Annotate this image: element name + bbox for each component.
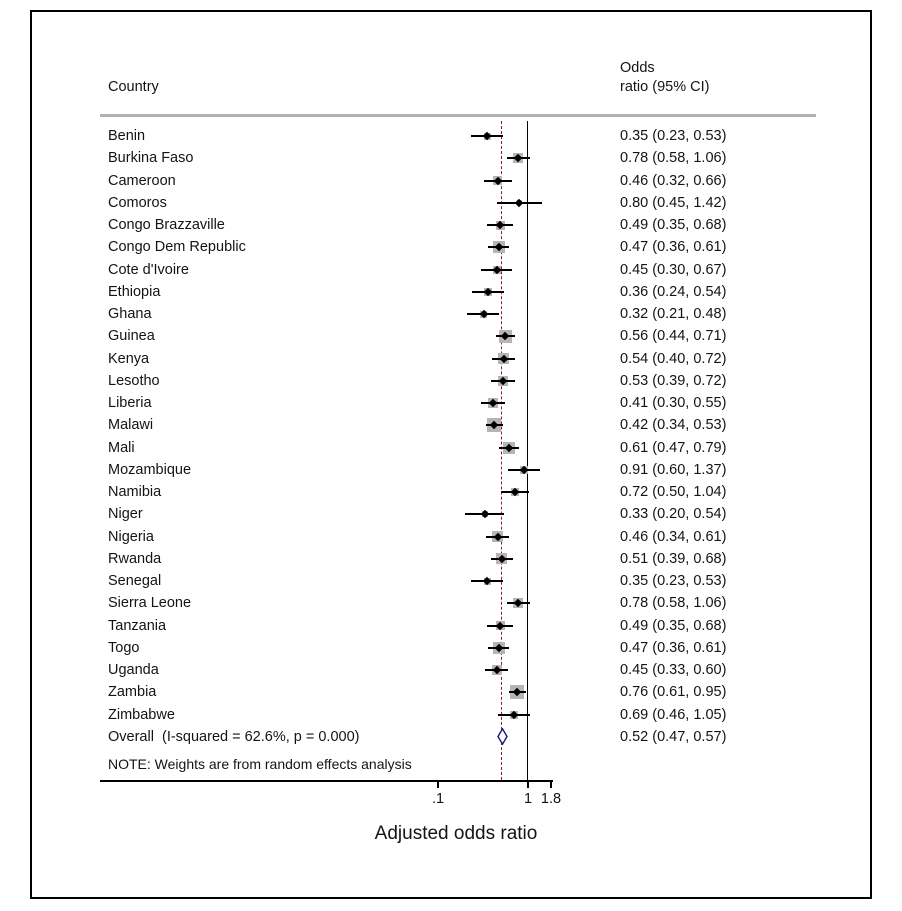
or-ci-text: 0.36 (0.24, 0.54) (620, 283, 727, 300)
x-axis-tick-label: 1 (523, 791, 533, 807)
country-label: Zimbabwe (108, 706, 175, 723)
country-label: Mali (108, 439, 135, 456)
x-axis-title: Adjusted odds ratio (374, 823, 538, 844)
country-label: Tanzania (108, 617, 167, 634)
overall-diamond (497, 728, 508, 746)
country-label: Uganda (108, 662, 159, 678)
country-label: Sierra Leone (108, 595, 192, 612)
or-column-header-line2: ratio (95% CI) (620, 79, 710, 95)
or-ci-text: 0.56 (0.44, 0.71) (620, 328, 727, 345)
x-axis-tick-label: .1 (431, 791, 445, 807)
country-label: Benin (108, 128, 146, 144)
country-label: Lesotho (108, 372, 160, 389)
country-label: Ghana (108, 306, 152, 322)
or-ci-text: 0.51 (0.39, 0.68) (620, 550, 727, 567)
country-label: Togo (108, 639, 140, 656)
or-ci-text: 0.52 (0.47, 0.57) (620, 728, 727, 745)
country-label: Mozambique (108, 461, 192, 478)
or-ci-text: 0.80 (0.45, 1.42) (620, 194, 727, 211)
or-ci-text: 0.78 (0.58, 1.06) (620, 595, 727, 612)
or-ci-text: 0.35 (0.23, 0.53) (620, 128, 727, 144)
x-axis-tick (437, 780, 439, 788)
country-label: Senegal (108, 573, 162, 589)
or-ci-text: 0.35 (0.23, 0.53) (620, 573, 727, 589)
or-ci-text: 0.41 (0.30, 0.55) (620, 395, 727, 411)
overall-label: Overall (I-squared = 62.6%, p = 0.000) (108, 728, 360, 745)
header-rule (100, 114, 816, 117)
or-ci-text: 0.61 (0.47, 0.79) (620, 439, 727, 456)
x-axis-tick-label: 1.8 (540, 791, 562, 807)
country-label: Niger (108, 506, 143, 523)
country-label: Congo Brazzaville (108, 217, 225, 233)
country-label: Malawi (108, 417, 154, 434)
or-ci-text: 0.76 (0.61, 0.95) (620, 684, 727, 701)
overall-estimate-dashed-line (501, 121, 503, 780)
or-ci-text: 0.42 (0.34, 0.53) (620, 417, 727, 434)
or-ci-text: 0.33 (0.20, 0.54) (620, 506, 727, 523)
or-ci-text: 0.32 (0.21, 0.48) (620, 306, 727, 322)
country-label: Liberia (108, 395, 152, 411)
country-label: Burkina Faso (108, 150, 194, 167)
null-reference-line (527, 121, 528, 780)
country-label: Congo Dem Republic (108, 239, 246, 256)
or-ci-text: 0.69 (0.46, 1.05) (620, 706, 727, 723)
or-ci-text: 0.47 (0.36, 0.61) (620, 639, 727, 656)
or-ci-text: 0.46 (0.34, 0.61) (620, 528, 727, 545)
or-column-header-line1: Odds (620, 60, 655, 76)
country-label: Cameroon (108, 172, 176, 189)
x-axis-tick (550, 780, 552, 788)
x-axis-tick (527, 780, 529, 788)
country-label: Nigeria (108, 528, 154, 545)
country-label: Kenya (108, 350, 150, 367)
or-ci-text: 0.53 (0.39, 0.72) (620, 372, 727, 389)
country-label: Namibia (108, 484, 162, 500)
or-ci-text: 0.45 (0.33, 0.60) (620, 662, 727, 678)
figure-border (30, 10, 872, 899)
country-label: Zambia (108, 684, 157, 701)
or-ci-text: 0.78 (0.58, 1.06) (620, 150, 727, 167)
country-label: Comoros (108, 194, 167, 211)
or-ci-text: 0.91 (0.60, 1.37) (620, 461, 727, 478)
or-ci-text: 0.49 (0.35, 0.68) (620, 217, 727, 233)
or-ci-text: 0.49 (0.35, 0.68) (620, 617, 727, 634)
or-ci-text: 0.46 (0.32, 0.66) (620, 172, 727, 189)
x-axis-line (100, 780, 553, 782)
country-column-header: Country (108, 79, 159, 95)
or-ci-text: 0.45 (0.30, 0.67) (620, 261, 727, 278)
country-label: Cote d'Ivoire (108, 261, 189, 278)
note-text: NOTE: Weights are from random effects an… (108, 756, 412, 772)
country-label: Guinea (108, 328, 155, 345)
or-ci-text: 0.54 (0.40, 0.72) (620, 350, 727, 367)
country-label: Rwanda (108, 550, 162, 567)
country-label: Ethiopia (108, 283, 161, 300)
or-ci-text: 0.72 (0.50, 1.04) (620, 484, 727, 500)
or-ci-text: 0.47 (0.36, 0.61) (620, 239, 727, 256)
